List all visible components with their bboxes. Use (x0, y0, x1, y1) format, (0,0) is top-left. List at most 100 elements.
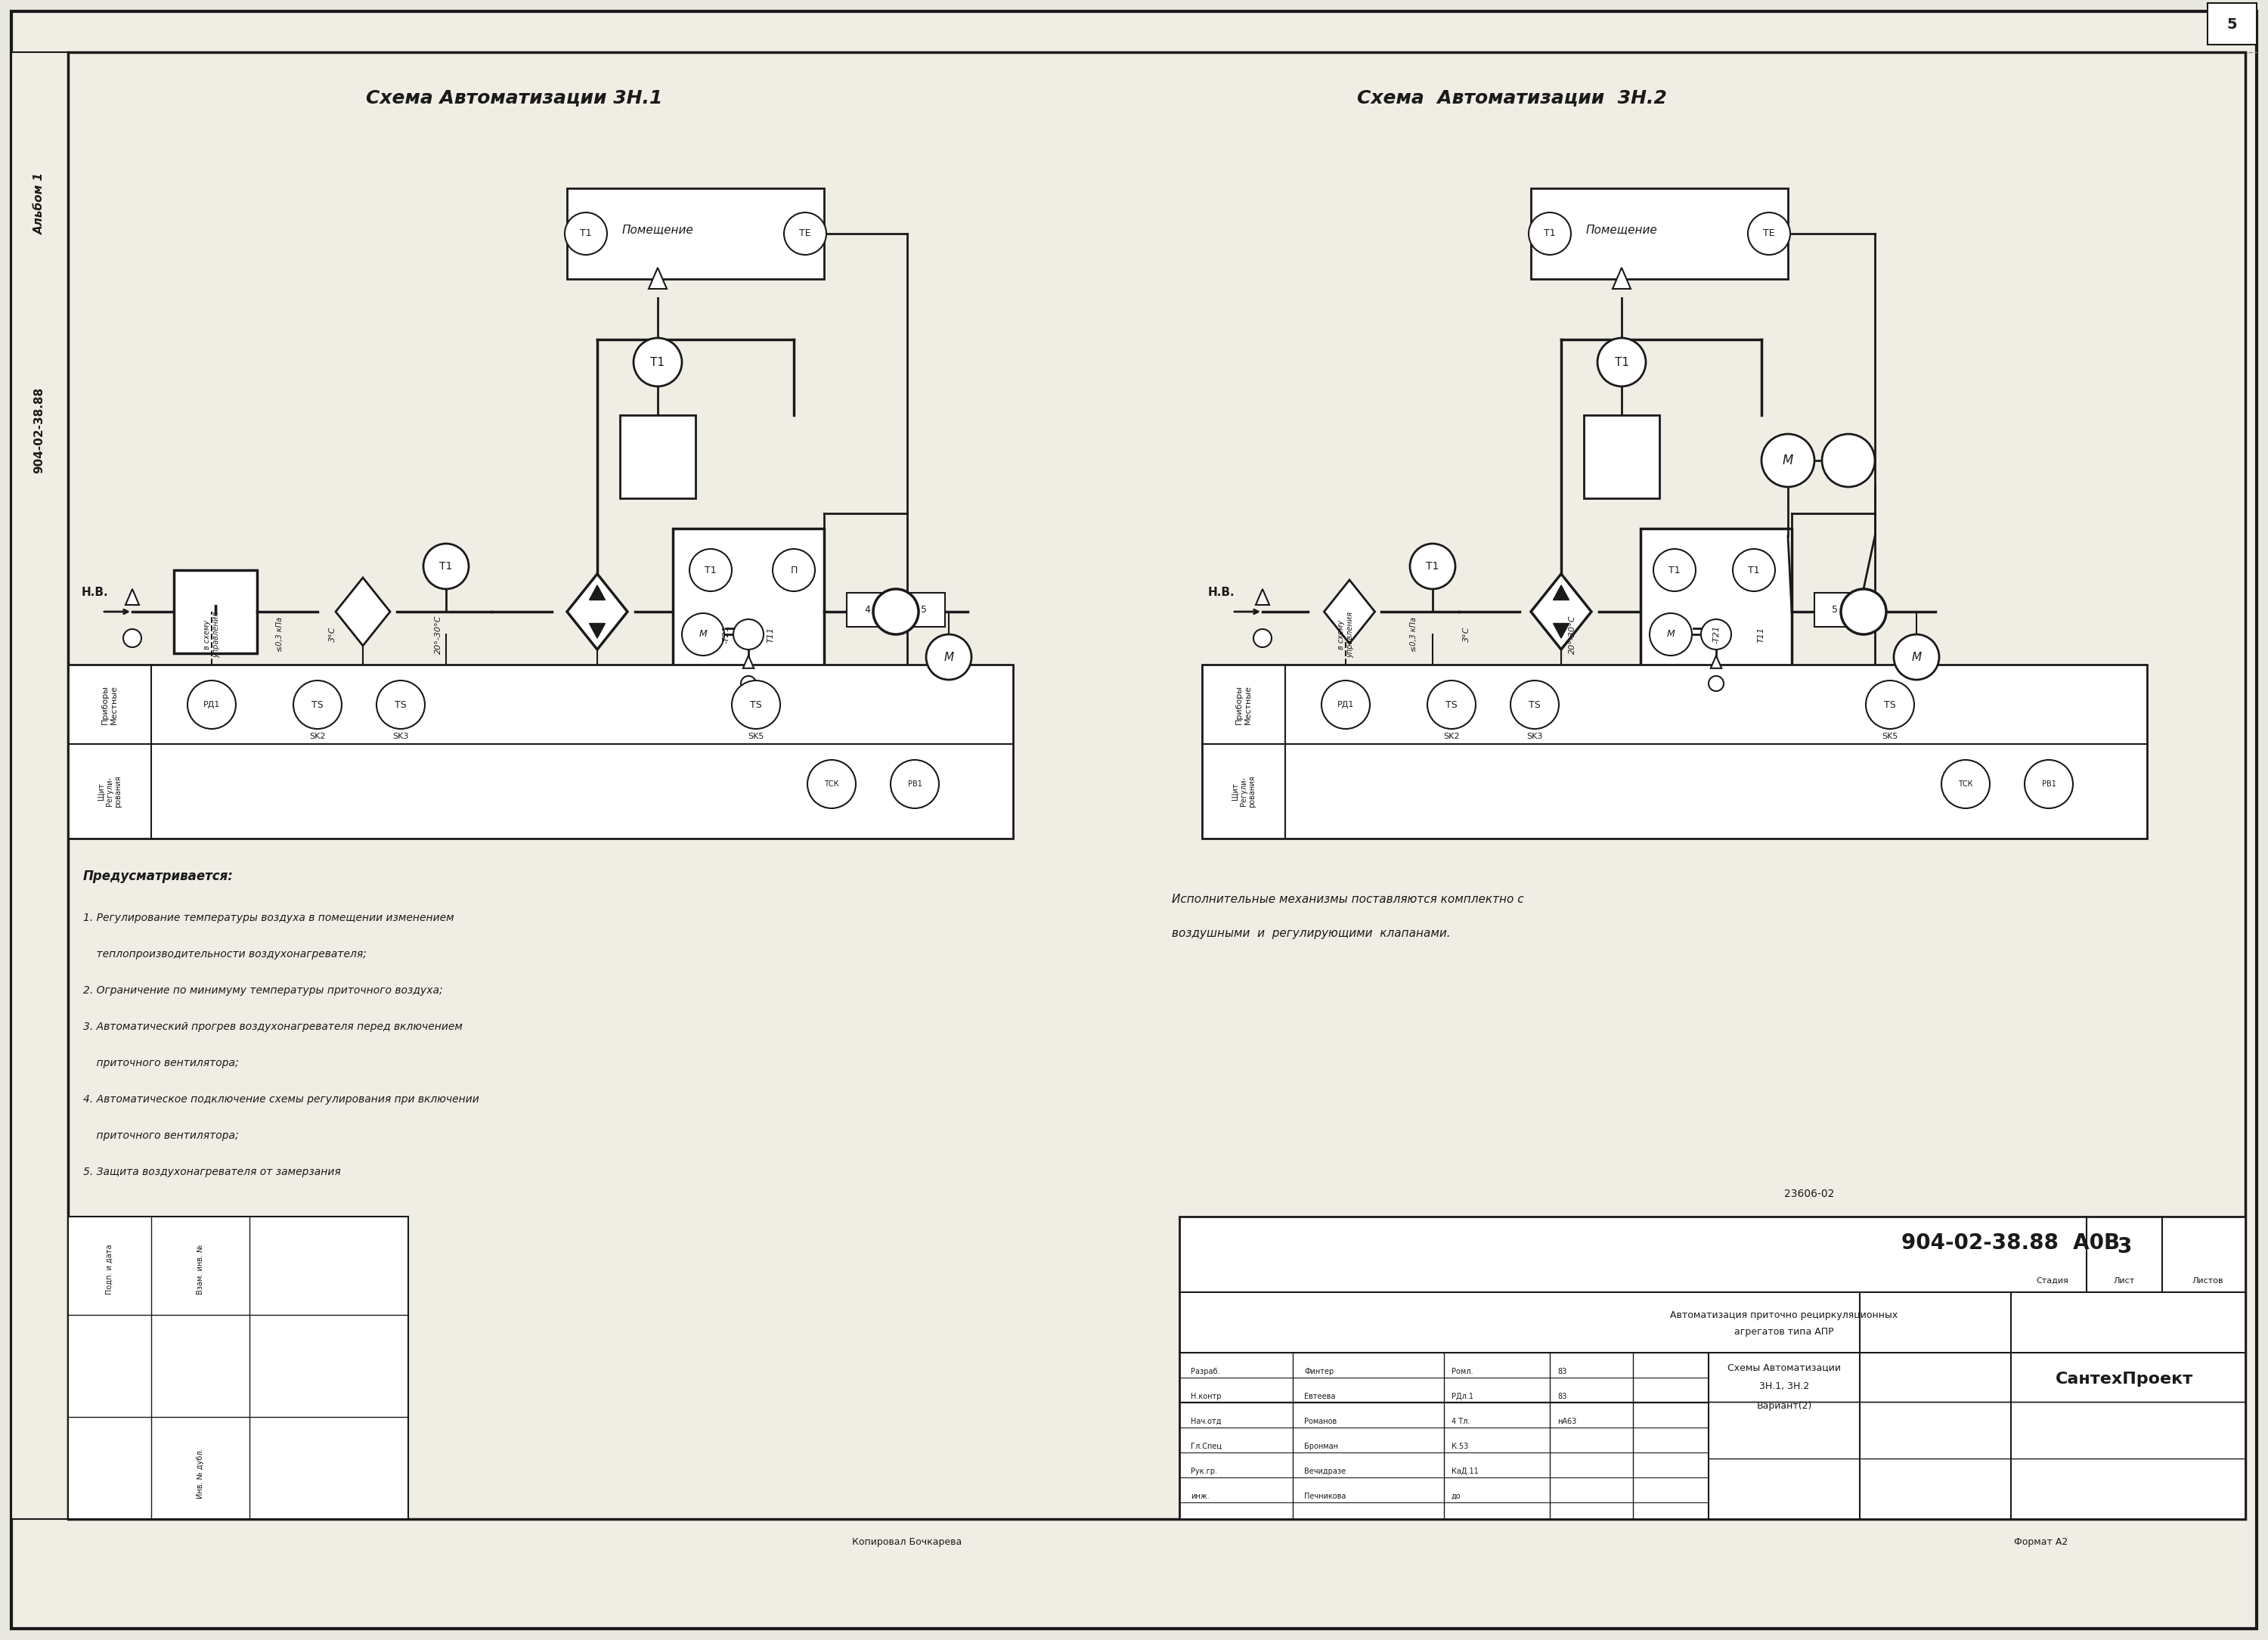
Text: ТСК: ТСК (1957, 781, 1973, 787)
Circle shape (1529, 213, 1572, 254)
Text: SK2: SK2 (308, 733, 327, 740)
Circle shape (1749, 213, 1789, 254)
Circle shape (1254, 630, 1272, 648)
Text: Приборы
Местные: Приборы Местные (1236, 686, 1252, 725)
Text: T1: T1 (1749, 566, 1760, 576)
Text: Схема  Автоматизации  3Н.2: Схема Автоматизации 3Н.2 (1356, 89, 1667, 107)
Polygon shape (567, 574, 628, 649)
Text: Разраб.: Разраб. (1191, 1368, 1220, 1376)
Text: M: M (1783, 454, 1794, 467)
Bar (175, 571, 256, 653)
Text: 5: 5 (921, 605, 928, 615)
Bar (903, 592, 946, 626)
Text: 4 Тл.: 4 Тл. (1452, 1417, 1470, 1425)
Text: приточного вентилятора;: приточного вентилятора; (84, 1130, 238, 1141)
Circle shape (873, 589, 919, 635)
Text: T1: T1 (440, 561, 454, 572)
Text: T1: T1 (1669, 566, 1681, 576)
Circle shape (1510, 681, 1558, 728)
Text: Финтер: Финтер (1304, 1368, 1334, 1376)
Text: в схему
управления: в схему управления (204, 612, 220, 658)
Text: ≤0,3 кПа: ≤0,3 кПа (1411, 617, 1418, 651)
Text: 3: 3 (2116, 1237, 2132, 1258)
Text: 20°-30°С: 20°-30°С (435, 615, 442, 654)
Bar (68, 664, 1014, 838)
Text: 3Н.1, 3Н.2: 3Н.1, 3Н.2 (1760, 1383, 1810, 1392)
Text: SK3: SK3 (392, 733, 408, 740)
Text: Н.контр: Н.контр (1191, 1392, 1220, 1401)
Circle shape (633, 338, 683, 387)
Text: Нач.отд: Нач.отд (1191, 1417, 1220, 1425)
Circle shape (807, 759, 855, 809)
Text: Евтеева: Евтеева (1304, 1392, 1336, 1401)
Circle shape (376, 681, 424, 728)
Text: РВ1: РВ1 (907, 781, 921, 787)
Text: Лист: Лист (2114, 1278, 2134, 1284)
Text: 904-02-38.88  А0В: 904-02-38.88 А0В (1901, 1232, 2121, 1253)
Circle shape (1941, 759, 1989, 809)
Text: T1: T1 (581, 228, 592, 238)
Text: 4: 4 (864, 605, 871, 615)
Circle shape (733, 620, 764, 649)
Text: SK3: SK3 (1526, 733, 1542, 740)
Text: T1: T1 (1427, 561, 1440, 572)
Text: ТЕ: ТЕ (1762, 228, 1776, 238)
Circle shape (891, 759, 939, 809)
Text: РВ1: РВ1 (2041, 781, 2055, 787)
Bar (1179, 1217, 2245, 1519)
Bar (619, 415, 696, 499)
Circle shape (293, 681, 342, 728)
Text: Инв. № дубл.: Инв. № дубл. (197, 1448, 204, 1499)
Text: Листов: Листов (2191, 1278, 2223, 1284)
Text: КаД.11: КаД.11 (1452, 1468, 1479, 1476)
Polygon shape (1256, 589, 1270, 605)
Text: T1: T1 (651, 356, 665, 367)
Circle shape (122, 630, 141, 648)
Circle shape (2025, 759, 2073, 809)
Text: TS: TS (1529, 700, 1540, 710)
Text: T11: T11 (1758, 626, 1765, 643)
Text: Печникова: Печникова (1304, 1492, 1345, 1501)
Text: 3°С: 3°С (329, 626, 336, 643)
Text: Формат А2: Формат А2 (2014, 1537, 2068, 1547)
Circle shape (683, 613, 723, 656)
Circle shape (1762, 435, 1814, 487)
Text: -T21: -T21 (721, 625, 730, 643)
Text: Бронман: Бронман (1304, 1443, 1338, 1450)
Bar (1814, 592, 1855, 626)
Text: в схему
управления: в схему управления (1338, 612, 1354, 658)
Text: Романов: Романов (1304, 1417, 1336, 1425)
Bar (846, 592, 889, 626)
Text: РДл.1: РДл.1 (1452, 1392, 1474, 1401)
Polygon shape (1554, 585, 1569, 600)
Circle shape (1427, 681, 1476, 728)
Text: T1: T1 (705, 566, 717, 576)
Text: TS: TS (751, 700, 762, 710)
Text: TS: TS (395, 700, 406, 710)
Text: до: до (1452, 1492, 1461, 1501)
Polygon shape (336, 577, 390, 646)
Text: Помещение: Помещение (1585, 225, 1658, 236)
Text: Н.В.: Н.В. (1207, 587, 1234, 599)
Circle shape (1411, 543, 1456, 589)
Text: Альбом 1: Альбом 1 (34, 172, 45, 235)
Circle shape (925, 635, 971, 679)
Text: 4. Автоматическое подключение схемы регулирования при включении: 4. Автоматическое подключение схемы регу… (84, 1094, 479, 1105)
Text: теплопроизводительности воздухонагревателя;: теплопроизводительности воздухонагревате… (84, 950, 367, 959)
Bar (68, 52, 2245, 1519)
Circle shape (1842, 589, 1887, 635)
Circle shape (1867, 681, 1914, 728)
Text: 5: 5 (2227, 16, 2236, 31)
Text: SK2: SK2 (1442, 733, 1461, 740)
Text: 904-02-38.88: 904-02-38.88 (34, 387, 45, 474)
Bar (567, 189, 823, 279)
Circle shape (565, 213, 608, 254)
Text: Щит
Регули-
рования: Щит Регули- рования (98, 776, 122, 809)
Circle shape (1733, 549, 1776, 592)
Text: ТСК: ТСК (823, 781, 839, 787)
Bar (1640, 528, 1792, 695)
Text: Гл.Спец: Гл.Спец (1191, 1443, 1222, 1450)
Text: 5: 5 (1833, 605, 1837, 615)
Text: Копировал Бочкарева: Копировал Бочкарева (853, 1537, 962, 1547)
Circle shape (742, 676, 755, 690)
